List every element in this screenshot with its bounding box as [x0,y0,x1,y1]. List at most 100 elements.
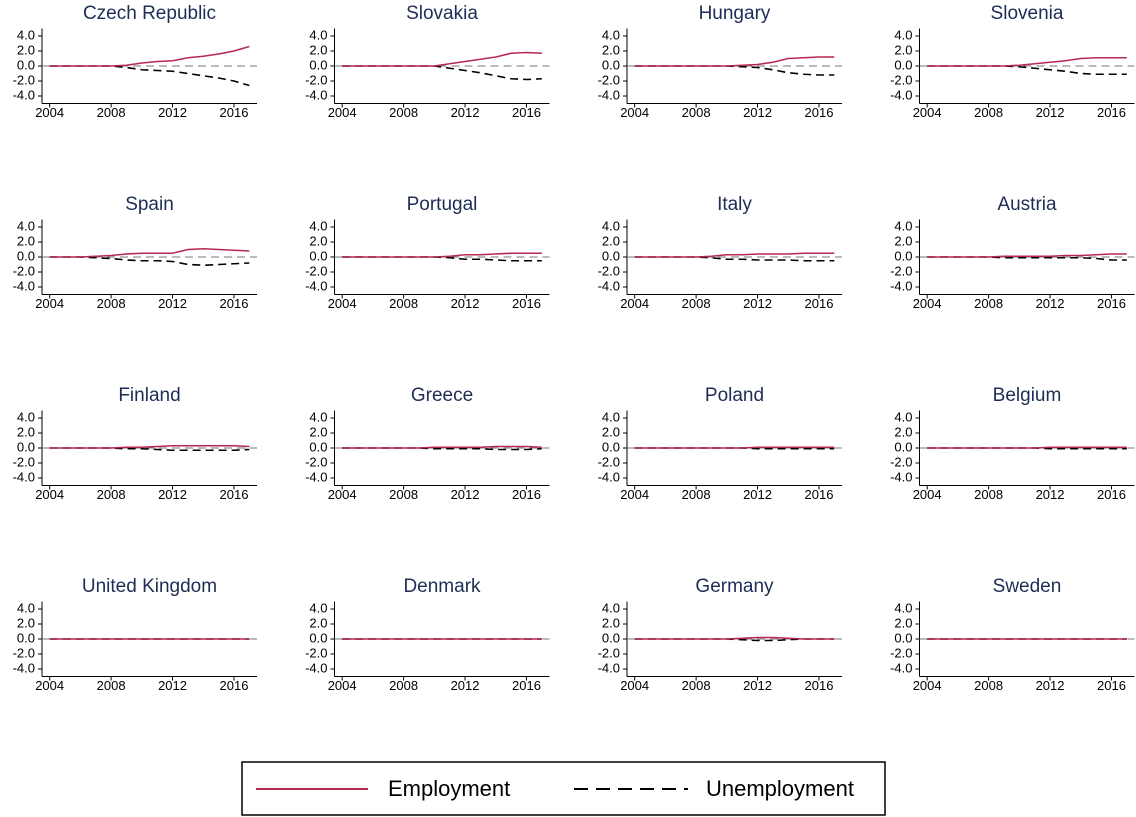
x-tick-label: 2016 [220,105,249,120]
series-line [634,65,835,76]
panel-title: Slovakia [406,3,478,24]
series-line [342,445,542,449]
panel-title: Germany [695,576,774,597]
y-tick-label: -2.0 [13,263,35,278]
series-line [634,252,835,258]
y-tick-label: 4.0 [602,409,620,424]
x-tick-label: 2008 [97,296,126,311]
y-tick-label: 0.0 [894,630,912,645]
y-tick-label: 0.0 [894,248,912,263]
y-tick-label: 2.0 [17,615,35,630]
x-tick-label: 2016 [512,105,541,120]
y-tick-label: 0.0 [17,57,35,72]
x-tick-label: 2008 [682,296,711,311]
y-tick-label: -2.0 [305,263,327,278]
x-tick-label: 2004 [35,487,64,502]
x-tick-label: 2016 [805,487,834,502]
y-tick-label: 4.0 [602,600,620,615]
x-tick-label: 2008 [389,296,418,311]
x-tick-label: 2004 [913,105,942,120]
legend-label: Employment [388,776,510,801]
y-tick-label: -4.0 [598,87,620,102]
y-tick-label: 0.0 [894,57,912,72]
y-tick-label: 2.0 [602,615,620,630]
y-tick-label: -2.0 [890,72,912,87]
y-tick-label: 4.0 [894,218,912,233]
y-tick-label: 2.0 [17,42,35,57]
x-tick-label: 2016 [220,296,249,311]
y-tick-label: 0.0 [602,439,620,454]
x-tick-label: 2004 [620,487,649,502]
x-tick-label: 2008 [389,487,418,502]
y-tick-label: 0.0 [17,439,35,454]
series-line [49,444,250,449]
panel-title: Belgium [993,385,1062,406]
x-tick-label: 2012 [1036,487,1065,502]
y-tick-label: -4.0 [890,278,912,293]
x-tick-label: 2016 [512,487,541,502]
x-tick-label: 2008 [974,105,1003,120]
x-tick-label: 2008 [97,105,126,120]
y-tick-label: -4.0 [305,278,327,293]
y-tick-label: 2.0 [894,615,912,630]
y-tick-label: 0.0 [309,248,327,263]
series-line [342,252,542,258]
y-tick-label: 2.0 [894,424,912,439]
series-line [634,636,835,640]
y-tick-label: -4.0 [890,87,912,102]
y-tick-label: 0.0 [602,57,620,72]
y-tick-label: 4.0 [894,409,912,424]
x-tick-label: 2004 [913,296,942,311]
y-tick-label: -2.0 [305,72,327,87]
x-tick-label: 2012 [743,105,772,120]
y-tick-label: -4.0 [305,87,327,102]
x-tick-label: 2004 [328,678,357,693]
panel-title: Portugal [407,194,478,215]
x-tick-label: 2016 [220,678,249,693]
x-tick-label: 2016 [805,678,834,693]
y-tick-label: 4.0 [17,218,35,233]
y-tick-label: 2.0 [17,424,35,439]
x-tick-label: 2004 [328,296,357,311]
panel-title: Poland [705,385,764,406]
y-tick-label: -4.0 [305,660,327,675]
panel-title: Spain [125,194,174,215]
y-tick-label: -2.0 [13,72,35,87]
y-tick-label: -4.0 [13,660,35,675]
x-tick-label: 2004 [913,678,942,693]
y-tick-label: -4.0 [890,660,912,675]
x-tick-label: 2012 [1036,678,1065,693]
x-tick-label: 2016 [220,487,249,502]
y-tick-label: -4.0 [13,278,35,293]
x-tick-label: 2012 [451,487,480,502]
y-tick-label: 4.0 [602,218,620,233]
x-tick-label: 2012 [158,296,187,311]
y-tick-label: 4.0 [309,600,327,615]
x-tick-label: 2004 [328,105,357,120]
y-tick-label: -2.0 [13,645,35,660]
x-tick-label: 2008 [682,105,711,120]
series-line [634,56,835,67]
y-tick-label: 2.0 [17,233,35,248]
x-tick-label: 2008 [682,678,711,693]
x-tick-label: 2012 [158,105,187,120]
y-tick-label: -2.0 [890,645,912,660]
y-tick-label: -4.0 [598,278,620,293]
x-tick-label: 2012 [158,487,187,502]
y-tick-label: -2.0 [890,263,912,278]
y-tick-label: -2.0 [598,72,620,87]
x-tick-label: 2016 [1097,296,1126,311]
series-line [49,247,250,258]
x-tick-label: 2008 [974,678,1003,693]
y-tick-label: 4.0 [309,218,327,233]
x-tick-label: 2012 [451,678,480,693]
x-tick-label: 2004 [35,105,64,120]
y-tick-label: -4.0 [13,469,35,484]
series-line [342,51,542,67]
x-tick-label: 2004 [620,296,649,311]
y-tick-label: 4.0 [894,27,912,42]
series-line [927,253,1127,258]
y-tick-label: 0.0 [894,439,912,454]
y-tick-label: 0.0 [17,248,35,263]
y-tick-label: 4.0 [17,409,35,424]
